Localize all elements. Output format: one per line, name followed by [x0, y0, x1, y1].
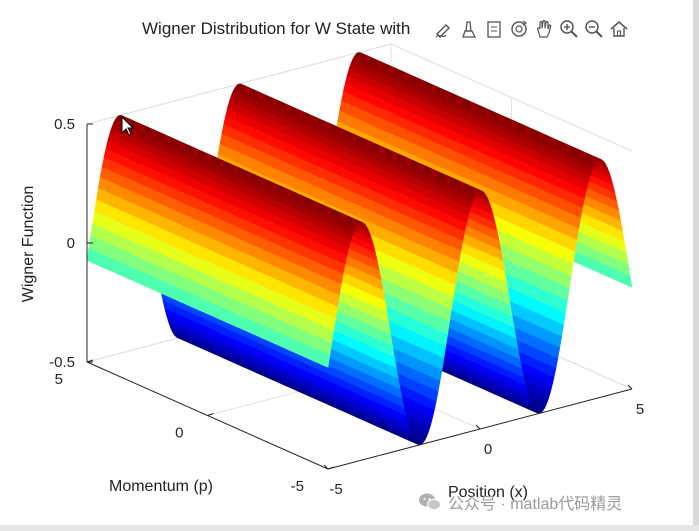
x-tick-mark-1: [475, 424, 481, 430]
y-tick-mark-1: [207, 413, 214, 416]
z-axis-label: Wigner Function: [20, 186, 37, 303]
zoom-out-icon[interactable]: [582, 17, 605, 41]
z-tick-label-2: 0.5: [54, 116, 75, 133]
x-tick-mark-0: [323, 464, 329, 470]
figure-toolbar: [432, 16, 630, 42]
grid-top-side: [390, 43, 633, 152]
insert-legend-icon[interactable]: [482, 17, 505, 41]
wechat-icon: [419, 493, 441, 511]
y-tick-label-2: 5: [55, 371, 63, 388]
window-border-right: [693, 0, 699, 531]
x-axis-label: Position (x): [448, 484, 528, 501]
y-tick-label-1: 0: [175, 425, 183, 442]
mouse-cursor-icon: [121, 115, 135, 136]
chart-title: Wigner Distribution for W State with: [142, 19, 410, 38]
insert-colorbar-icon[interactable]: [457, 17, 480, 41]
restore-view-icon[interactable]: [607, 17, 630, 41]
edit-plot-icon[interactable]: [432, 17, 455, 41]
x-tick-label-2: 5: [636, 401, 644, 418]
wigner-surface[interactable]: [86, 52, 633, 446]
watermark: 公众号 · matlab代码精灵: [418, 490, 622, 514]
x-tick-mark-2: [627, 384, 633, 390]
watermark-text: 公众号 · matlab代码精灵: [448, 496, 623, 513]
pan-icon[interactable]: [532, 17, 555, 41]
window-border-bottom: [0, 525, 699, 531]
x-tick-label-0: -5: [329, 481, 342, 498]
y-axis-label: Momentum (p): [109, 478, 213, 495]
z-tick-label-1: 0: [67, 235, 75, 252]
surface-patch: [616, 269, 633, 288]
y-tick-mark-0: [327, 466, 335, 470]
y-tick-label-0: -5: [291, 478, 304, 495]
axis-ticks: -505-505-0.500.5: [49, 116, 644, 498]
z-tick-label-0: -0.5: [49, 354, 75, 371]
x-tick-label-1: 0: [484, 441, 492, 458]
zoom-in-icon[interactable]: [557, 17, 580, 41]
rotate-3d-icon[interactable]: [507, 17, 530, 41]
